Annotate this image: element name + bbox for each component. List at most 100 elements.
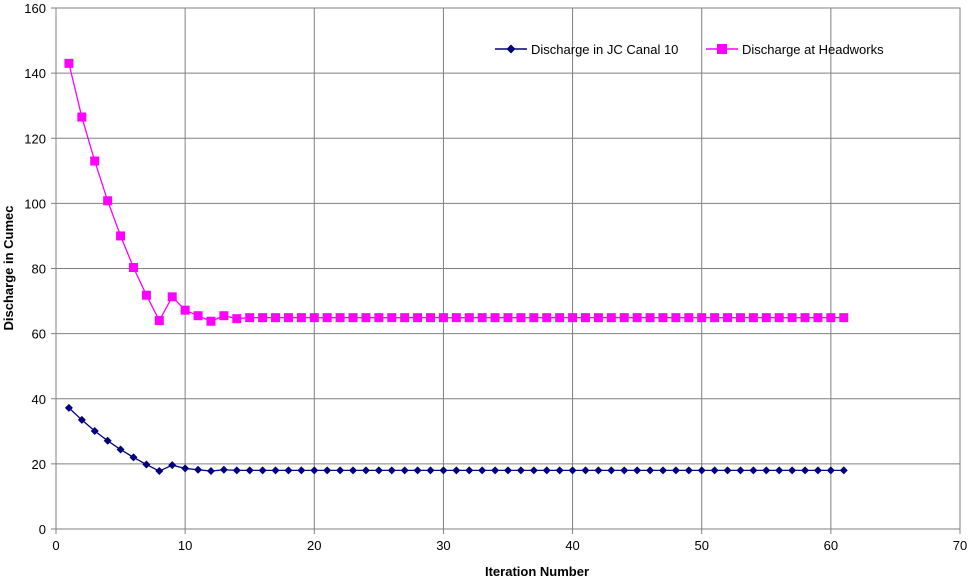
data-point	[826, 313, 836, 323]
data-point	[77, 112, 87, 122]
data-point	[658, 313, 668, 323]
data-point	[749, 466, 758, 475]
data-point	[632, 313, 642, 323]
data-point	[116, 445, 125, 454]
data-point	[710, 466, 719, 475]
data-point	[762, 466, 771, 475]
data-point	[245, 313, 255, 323]
data-point	[194, 465, 203, 474]
data-point	[478, 466, 487, 475]
data-point	[361, 313, 371, 323]
data-point	[128, 263, 138, 273]
data-point	[516, 313, 526, 323]
data-point	[839, 466, 848, 475]
data-point	[607, 466, 616, 475]
data-point	[413, 313, 423, 323]
data-point	[748, 313, 758, 323]
y-tick-label: 0	[39, 522, 46, 537]
data-point	[258, 466, 267, 475]
data-point	[309, 313, 319, 323]
data-point	[542, 313, 552, 323]
data-point	[90, 156, 100, 166]
y-axis-ticks: 0 20 40 60 80 100 120 140 160	[24, 1, 56, 537]
legend-diamond-marker	[506, 44, 516, 54]
data-point	[594, 466, 603, 475]
data-point	[167, 292, 177, 302]
legend-square-marker	[717, 44, 727, 54]
data-point	[322, 313, 332, 323]
x-axis-ticks: 0 10 20 30 40 50 60 70	[52, 529, 967, 553]
data-point	[645, 313, 655, 323]
data-point	[400, 313, 410, 323]
data-point	[658, 466, 667, 475]
data-point	[697, 313, 707, 323]
x-tick-label: 60	[824, 538, 838, 553]
y-tick-label: 140	[24, 66, 46, 81]
data-point	[619, 313, 629, 323]
data-point	[193, 311, 203, 321]
data-point	[813, 313, 823, 323]
data-point	[529, 313, 539, 323]
data-point	[839, 313, 849, 323]
data-point	[593, 313, 603, 323]
x-tick-label: 30	[436, 538, 450, 553]
data-point	[503, 313, 513, 323]
data-point	[555, 466, 564, 475]
data-point	[116, 231, 126, 241]
data-point	[387, 313, 397, 323]
y-tick-label: 160	[24, 1, 46, 16]
series-group	[64, 58, 849, 476]
data-point	[310, 466, 319, 475]
data-point	[103, 436, 112, 445]
data-point	[90, 426, 99, 435]
x-tick-label: 0	[52, 538, 59, 553]
data-point	[232, 466, 241, 475]
data-point	[155, 467, 164, 476]
data-point	[774, 313, 784, 323]
y-tick-label: 100	[24, 196, 46, 211]
data-point	[64, 403, 73, 412]
data-point	[723, 313, 733, 323]
data-point	[64, 58, 74, 68]
data-point	[490, 313, 500, 323]
legend: Discharge in JC Canal 10 Discharge at He…	[495, 42, 884, 57]
data-point	[181, 464, 190, 473]
series-1	[64, 403, 848, 476]
x-tick-label: 40	[565, 538, 579, 553]
data-point	[491, 466, 500, 475]
data-point	[606, 313, 616, 323]
data-point	[258, 313, 268, 323]
data-point	[826, 466, 835, 475]
data-point	[775, 466, 784, 475]
data-point	[206, 467, 215, 476]
data-point	[516, 466, 525, 475]
data-point	[736, 466, 745, 475]
data-point	[452, 466, 461, 475]
data-point	[813, 466, 822, 475]
data-point	[154, 316, 164, 326]
data-point	[464, 313, 474, 323]
data-point	[413, 466, 422, 475]
data-point	[465, 466, 474, 475]
data-point	[439, 466, 448, 475]
data-point	[800, 313, 810, 323]
y-tick-label: 120	[24, 131, 46, 146]
data-point	[142, 460, 151, 469]
data-point	[581, 466, 590, 475]
data-point	[284, 466, 293, 475]
data-point	[336, 466, 345, 475]
data-point	[349, 466, 358, 475]
data-point	[580, 313, 590, 323]
data-point	[633, 466, 642, 475]
data-point	[129, 453, 138, 462]
data-point	[283, 313, 293, 323]
data-point	[710, 313, 720, 323]
data-point	[438, 313, 448, 323]
data-point	[568, 313, 578, 323]
data-point	[788, 466, 797, 475]
data-point	[374, 313, 384, 323]
data-point	[361, 466, 370, 475]
legend-label-jc-canal: Discharge in JC Canal 10	[531, 42, 678, 57]
data-point	[103, 196, 113, 206]
